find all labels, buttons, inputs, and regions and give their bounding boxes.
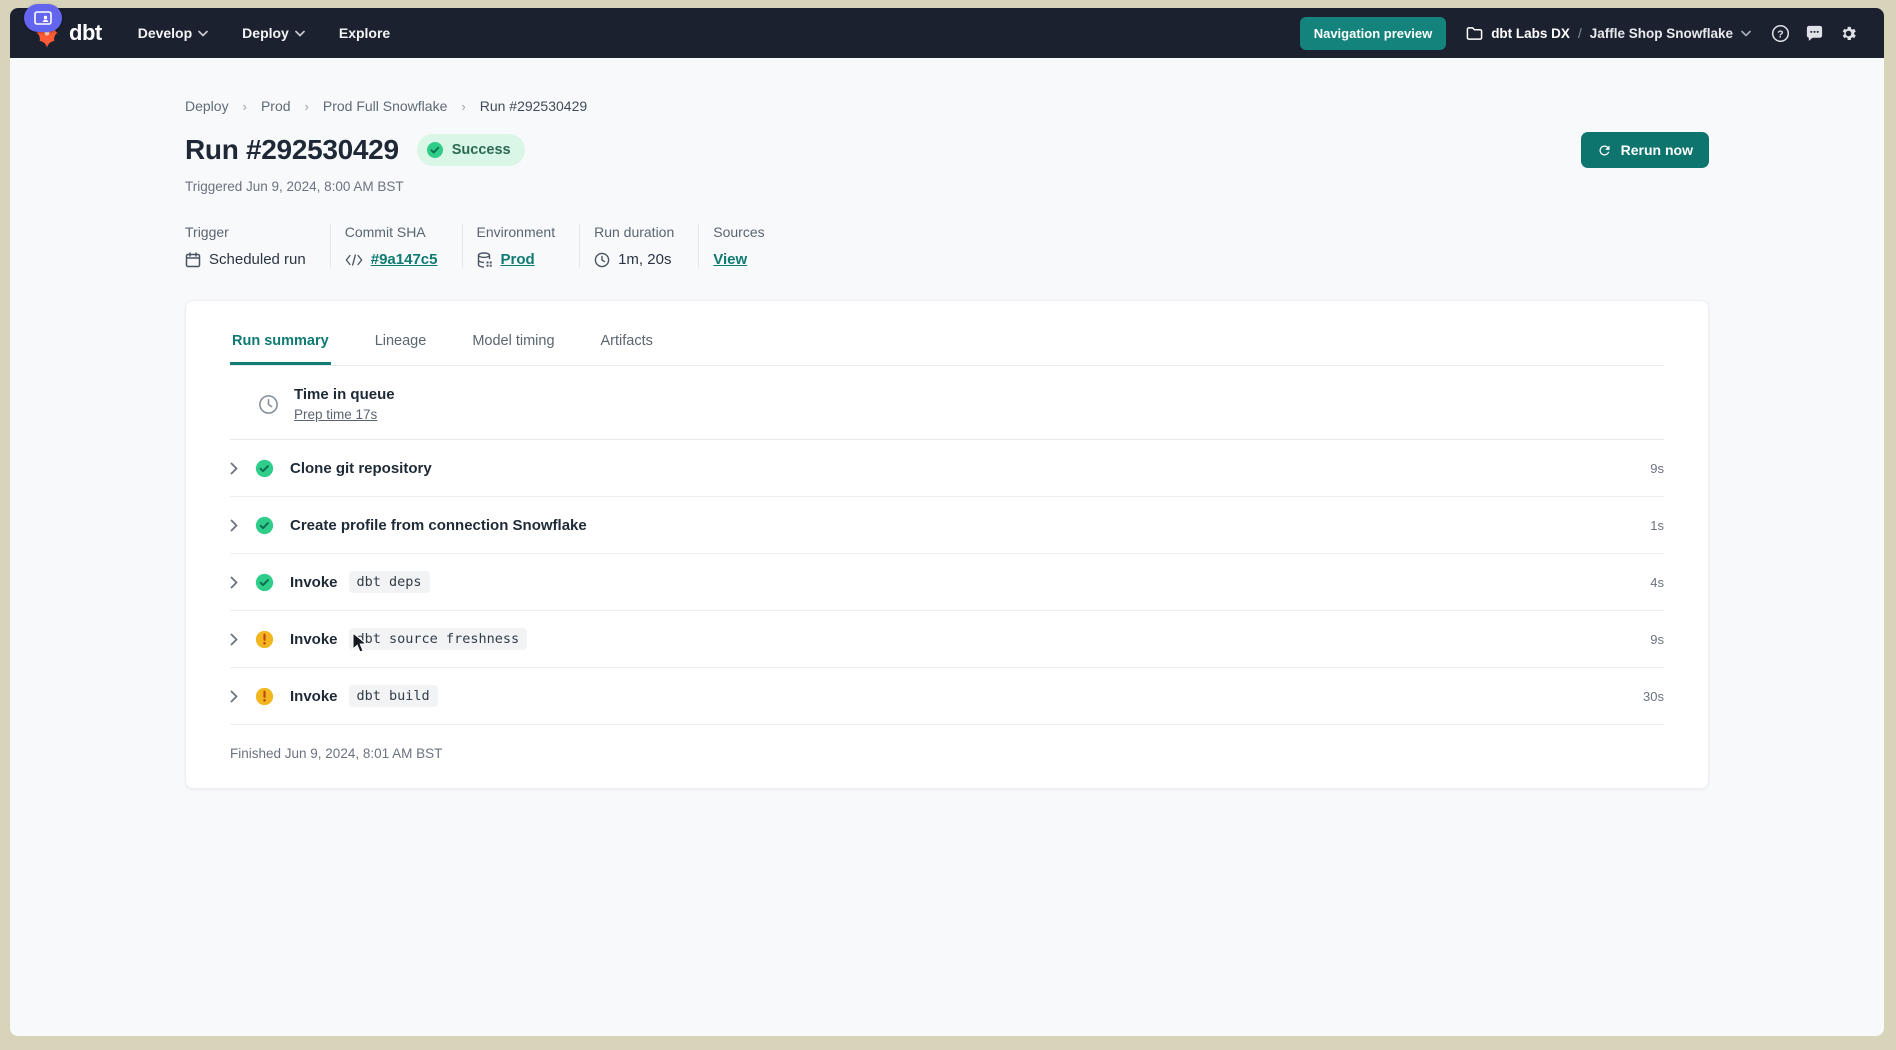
step-label: Create profile from connection Snowflake <box>290 516 587 534</box>
tab-bar: Run summary Lineage Model timing Artifac… <box>230 327 1664 366</box>
nav-menu-item[interactable]: Deploy <box>242 25 305 41</box>
folder-icon <box>1466 26 1483 41</box>
step-label: Invoke <box>290 573 338 591</box>
step-command-chip: dbt deps <box>348 571 430 593</box>
step-duration: 4s <box>1650 574 1664 590</box>
metadata-column: Run duration 1m, 20s <box>579 224 698 268</box>
navbar-icon-group: ? <box>1771 24 1858 43</box>
metadata-value: #9a147c5 <box>370 251 438 268</box>
prep-time-link[interactable]: Prep time 17s <box>294 407 378 422</box>
breadcrumb-item[interactable]: Run #292530429 <box>479 98 588 114</box>
metadata-column: Trigger Scheduled run <box>185 224 306 268</box>
breadcrumb-chevron-icon: › <box>242 98 247 114</box>
tab-capture-indicator[interactable] <box>24 4 62 32</box>
breadcrumb: Deploy › Prod › Prod Full Snowflake › <box>185 98 1709 114</box>
account-project-selector[interactable]: dbt Labs DX / Jaffle Shop Snowflake <box>1466 26 1751 41</box>
breadcrumb-item[interactable]: Prod <box>260 98 291 114</box>
clock-icon <box>594 252 610 268</box>
step-duration: 30s <box>1643 688 1664 704</box>
metadata-value: 1m, 20s <box>618 251 672 268</box>
database-icon <box>477 251 493 268</box>
tab[interactable]: Model timing <box>472 333 555 349</box>
success-check-icon <box>426 141 444 159</box>
metadata-value: Prod <box>500 251 535 268</box>
step-list: Clone git repository 9s <box>230 440 1664 725</box>
run-step-row[interactable]: Invoke dbt source freshness 9s <box>230 611 1664 668</box>
navigation-preview-button[interactable]: Navigation preview <box>1299 16 1447 50</box>
breadcrumb-chevron-icon: › <box>461 98 466 114</box>
calendar-icon <box>185 251 201 268</box>
tab[interactable]: Artifacts <box>600 333 653 349</box>
help-icon[interactable]: ? <box>1771 24 1790 43</box>
breadcrumb-chevron-icon: › <box>304 98 309 114</box>
expand-chevron-icon[interactable] <box>230 633 238 646</box>
settings-gear-icon[interactable] <box>1839 24 1858 43</box>
account-separator: / <box>1577 25 1582 41</box>
step-command-chip: dbt build <box>348 685 438 707</box>
page-scroll-area: Deploy › Prod › Prod Full Snowflake › <box>10 58 1884 1036</box>
step-success-icon <box>255 459 274 478</box>
step-duration: 1s <box>1650 517 1664 533</box>
step-warning-icon <box>255 687 274 706</box>
run-header: Run #292530429 Success Rerun now <box>185 132 1709 168</box>
step-command-chip: dbt source freshness <box>348 628 528 650</box>
page-title: Run #292530429 <box>185 134 399 165</box>
step-duration: 9s <box>1650 460 1664 476</box>
run-step-row[interactable]: Invoke dbt build 30s <box>230 668 1664 725</box>
project-name[interactable]: Jaffle Shop Snowflake <box>1589 25 1733 41</box>
navbar-right: Navigation preview dbt Labs DX / Jaffle … <box>1299 16 1858 50</box>
run-step-row[interactable]: Clone git repository 9s <box>230 440 1664 497</box>
expand-chevron-icon[interactable] <box>230 519 238 532</box>
refresh-icon <box>1597 143 1612 158</box>
breadcrumb-item[interactable]: Deploy <box>185 98 229 114</box>
chevron-down-icon <box>198 30 209 37</box>
nav-menu-item[interactable]: Explore <box>338 25 391 41</box>
step-duration: 9s <box>1650 631 1664 647</box>
main-menu: Develop Deploy Explore <box>138 25 391 41</box>
step-label: Invoke <box>290 630 338 648</box>
step-success-icon <box>255 516 274 535</box>
expand-chevron-icon[interactable] <box>230 690 238 703</box>
step-label: Clone git repository <box>290 459 432 477</box>
chevron-down-icon <box>1741 30 1751 37</box>
run-metadata: Trigger Scheduled run Com <box>185 224 1709 268</box>
expand-chevron-icon[interactable] <box>230 462 238 475</box>
dbt-logo-text: dbt <box>69 20 102 45</box>
metadata-column: Commit SHA #9a147c5 <box>329 224 462 268</box>
expand-chevron-icon[interactable] <box>230 576 238 589</box>
nav-menu-item[interactable]: Develop <box>138 25 209 41</box>
account-name[interactable]: dbt Labs DX <box>1491 25 1570 41</box>
time-in-queue-section: Time in queue Prep time 17s <box>230 366 1664 440</box>
screen-share-icon <box>34 11 52 25</box>
feedback-icon[interactable] <box>1805 24 1824 43</box>
svg-text:?: ? <box>1777 29 1783 40</box>
rerun-now-button[interactable]: Rerun now <box>1580 132 1709 168</box>
tab[interactable]: Run summary <box>230 327 331 365</box>
finished-timestamp: Finished Jun 9, 2024, 8:01 AM BST <box>230 746 443 761</box>
run-step-row[interactable]: Create profile from connection Snowflake… <box>230 497 1664 554</box>
queue-clock-icon <box>258 394 279 415</box>
chevron-down-icon <box>295 30 305 37</box>
breadcrumb-item[interactable]: Prod Full Snowflake <box>322 98 448 114</box>
metadata-value: Scheduled run <box>209 251 306 268</box>
tab[interactable]: Lineage <box>374 333 427 349</box>
step-label: Invoke <box>290 687 338 705</box>
step-warning-icon <box>255 630 274 649</box>
run-summary-card: Run summary Lineage Model timing Artifac… <box>185 300 1709 789</box>
metadata-column: Environment Prod <box>461 224 580 268</box>
status-badge: Success <box>416 134 525 166</box>
metadata-value: View <box>713 251 748 268</box>
metadata-column: Sources View <box>698 224 788 268</box>
queue-title: Time in queue <box>294 386 395 403</box>
app-window: dbt Develop Deploy <box>10 8 1884 1036</box>
top-navbar: dbt Develop Deploy <box>10 8 1884 58</box>
code-icon <box>345 253 363 267</box>
triggered-timestamp: Triggered Jun 9, 2024, 8:00 AM BST <box>185 179 404 194</box>
run-step-row[interactable]: Invoke dbt deps 4s <box>230 554 1664 611</box>
step-success-icon <box>255 573 274 592</box>
